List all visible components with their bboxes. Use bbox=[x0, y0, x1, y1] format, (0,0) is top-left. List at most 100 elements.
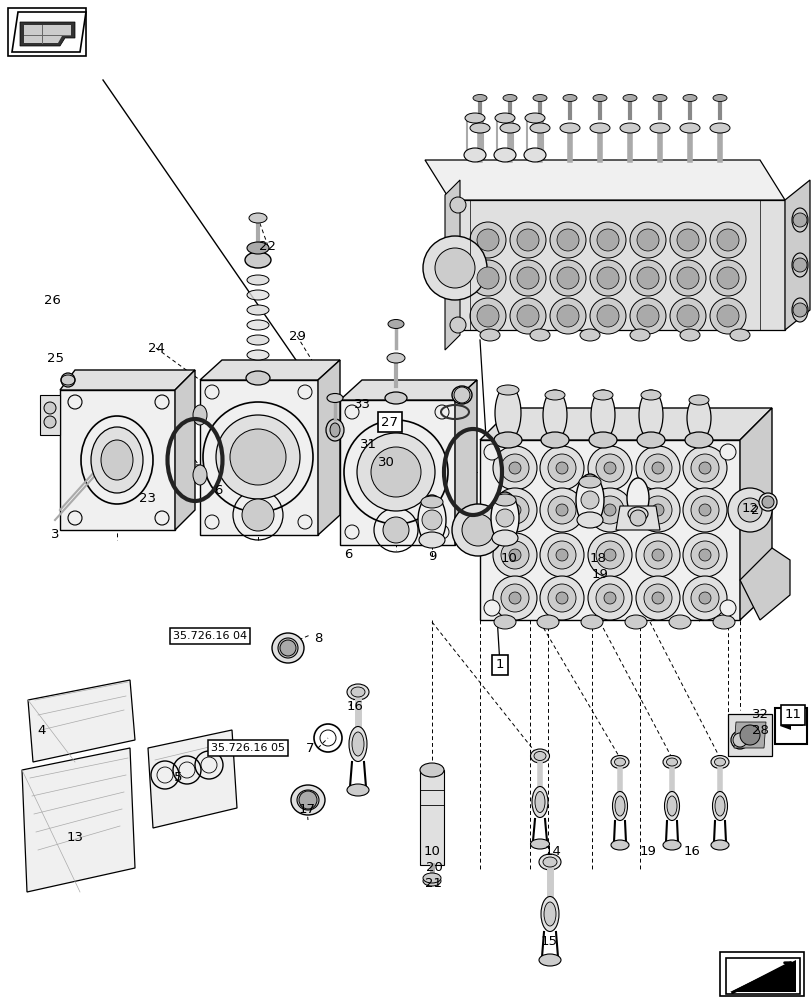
Ellipse shape bbox=[384, 392, 406, 404]
Ellipse shape bbox=[540, 896, 558, 931]
Circle shape bbox=[216, 415, 299, 499]
Circle shape bbox=[508, 549, 521, 561]
Ellipse shape bbox=[493, 432, 521, 448]
Text: 21: 21 bbox=[425, 877, 442, 890]
Ellipse shape bbox=[495, 113, 514, 123]
Circle shape bbox=[761, 496, 773, 508]
Circle shape bbox=[61, 373, 75, 387]
Ellipse shape bbox=[714, 796, 724, 816]
Circle shape bbox=[792, 258, 806, 272]
Text: 22: 22 bbox=[260, 239, 277, 252]
Polygon shape bbox=[729, 960, 795, 992]
Circle shape bbox=[204, 385, 219, 399]
Circle shape bbox=[596, 267, 618, 289]
Circle shape bbox=[204, 515, 219, 529]
Circle shape bbox=[792, 303, 806, 317]
Ellipse shape bbox=[523, 148, 545, 162]
Circle shape bbox=[690, 541, 718, 569]
Circle shape bbox=[682, 576, 726, 620]
Circle shape bbox=[492, 576, 536, 620]
Ellipse shape bbox=[592, 390, 612, 400]
Ellipse shape bbox=[496, 385, 518, 395]
Ellipse shape bbox=[620, 123, 639, 133]
Circle shape bbox=[492, 533, 536, 577]
Ellipse shape bbox=[346, 684, 368, 700]
Circle shape bbox=[500, 496, 528, 524]
Ellipse shape bbox=[666, 796, 676, 816]
Text: 9: 9 bbox=[427, 550, 436, 562]
Polygon shape bbox=[20, 22, 75, 46]
Circle shape bbox=[716, 305, 738, 327]
Text: 16: 16 bbox=[346, 700, 363, 712]
Circle shape bbox=[453, 387, 470, 403]
Circle shape bbox=[242, 499, 273, 531]
Ellipse shape bbox=[500, 123, 519, 133]
Circle shape bbox=[556, 267, 578, 289]
Ellipse shape bbox=[327, 393, 342, 402]
Circle shape bbox=[595, 454, 623, 482]
Circle shape bbox=[517, 229, 539, 251]
Text: 30: 30 bbox=[377, 456, 394, 468]
Ellipse shape bbox=[479, 329, 500, 341]
Bar bbox=[719, 952, 803, 996]
Circle shape bbox=[539, 533, 583, 577]
Circle shape bbox=[298, 515, 311, 529]
Text: 10: 10 bbox=[423, 845, 440, 858]
Ellipse shape bbox=[636, 432, 664, 448]
Polygon shape bbox=[340, 380, 476, 400]
Text: 20: 20 bbox=[425, 861, 442, 874]
Circle shape bbox=[476, 267, 499, 289]
Ellipse shape bbox=[544, 390, 564, 400]
Circle shape bbox=[698, 504, 710, 516]
Ellipse shape bbox=[247, 320, 268, 330]
Ellipse shape bbox=[539, 854, 560, 870]
Circle shape bbox=[732, 733, 746, 747]
Circle shape bbox=[556, 229, 578, 251]
Text: 10: 10 bbox=[500, 552, 517, 564]
Circle shape bbox=[500, 541, 528, 569]
Text: 2: 2 bbox=[750, 504, 758, 516]
Ellipse shape bbox=[539, 954, 560, 966]
Ellipse shape bbox=[422, 510, 441, 530]
Ellipse shape bbox=[679, 329, 699, 341]
Ellipse shape bbox=[470, 123, 489, 133]
Circle shape bbox=[449, 197, 466, 213]
Circle shape bbox=[470, 222, 505, 258]
Circle shape bbox=[556, 549, 568, 561]
Ellipse shape bbox=[712, 95, 726, 102]
Text: 5: 5 bbox=[174, 771, 182, 784]
Circle shape bbox=[698, 592, 710, 604]
Circle shape bbox=[556, 462, 568, 474]
Circle shape bbox=[682, 533, 726, 577]
Text: 29: 29 bbox=[288, 330, 305, 342]
Circle shape bbox=[549, 260, 586, 296]
Polygon shape bbox=[12, 12, 86, 52]
Ellipse shape bbox=[610, 840, 629, 850]
Circle shape bbox=[517, 267, 539, 289]
Circle shape bbox=[651, 592, 663, 604]
Circle shape bbox=[595, 496, 623, 524]
Circle shape bbox=[587, 446, 631, 490]
Ellipse shape bbox=[419, 763, 444, 777]
Ellipse shape bbox=[640, 390, 660, 400]
Polygon shape bbox=[733, 722, 765, 748]
Circle shape bbox=[44, 402, 56, 414]
Circle shape bbox=[549, 298, 586, 334]
Circle shape bbox=[590, 298, 625, 334]
Ellipse shape bbox=[729, 329, 749, 341]
Circle shape bbox=[737, 498, 761, 522]
Circle shape bbox=[590, 222, 625, 258]
Polygon shape bbox=[616, 506, 659, 530]
Ellipse shape bbox=[346, 784, 368, 796]
Ellipse shape bbox=[272, 633, 303, 663]
Ellipse shape bbox=[575, 474, 603, 526]
Circle shape bbox=[596, 229, 618, 251]
Polygon shape bbox=[175, 370, 195, 530]
Text: 11: 11 bbox=[783, 708, 800, 722]
Ellipse shape bbox=[534, 791, 544, 812]
Text: 19: 19 bbox=[639, 845, 655, 858]
Circle shape bbox=[500, 584, 528, 612]
Text: 1: 1 bbox=[496, 658, 504, 672]
Ellipse shape bbox=[502, 95, 517, 102]
Ellipse shape bbox=[530, 123, 549, 133]
